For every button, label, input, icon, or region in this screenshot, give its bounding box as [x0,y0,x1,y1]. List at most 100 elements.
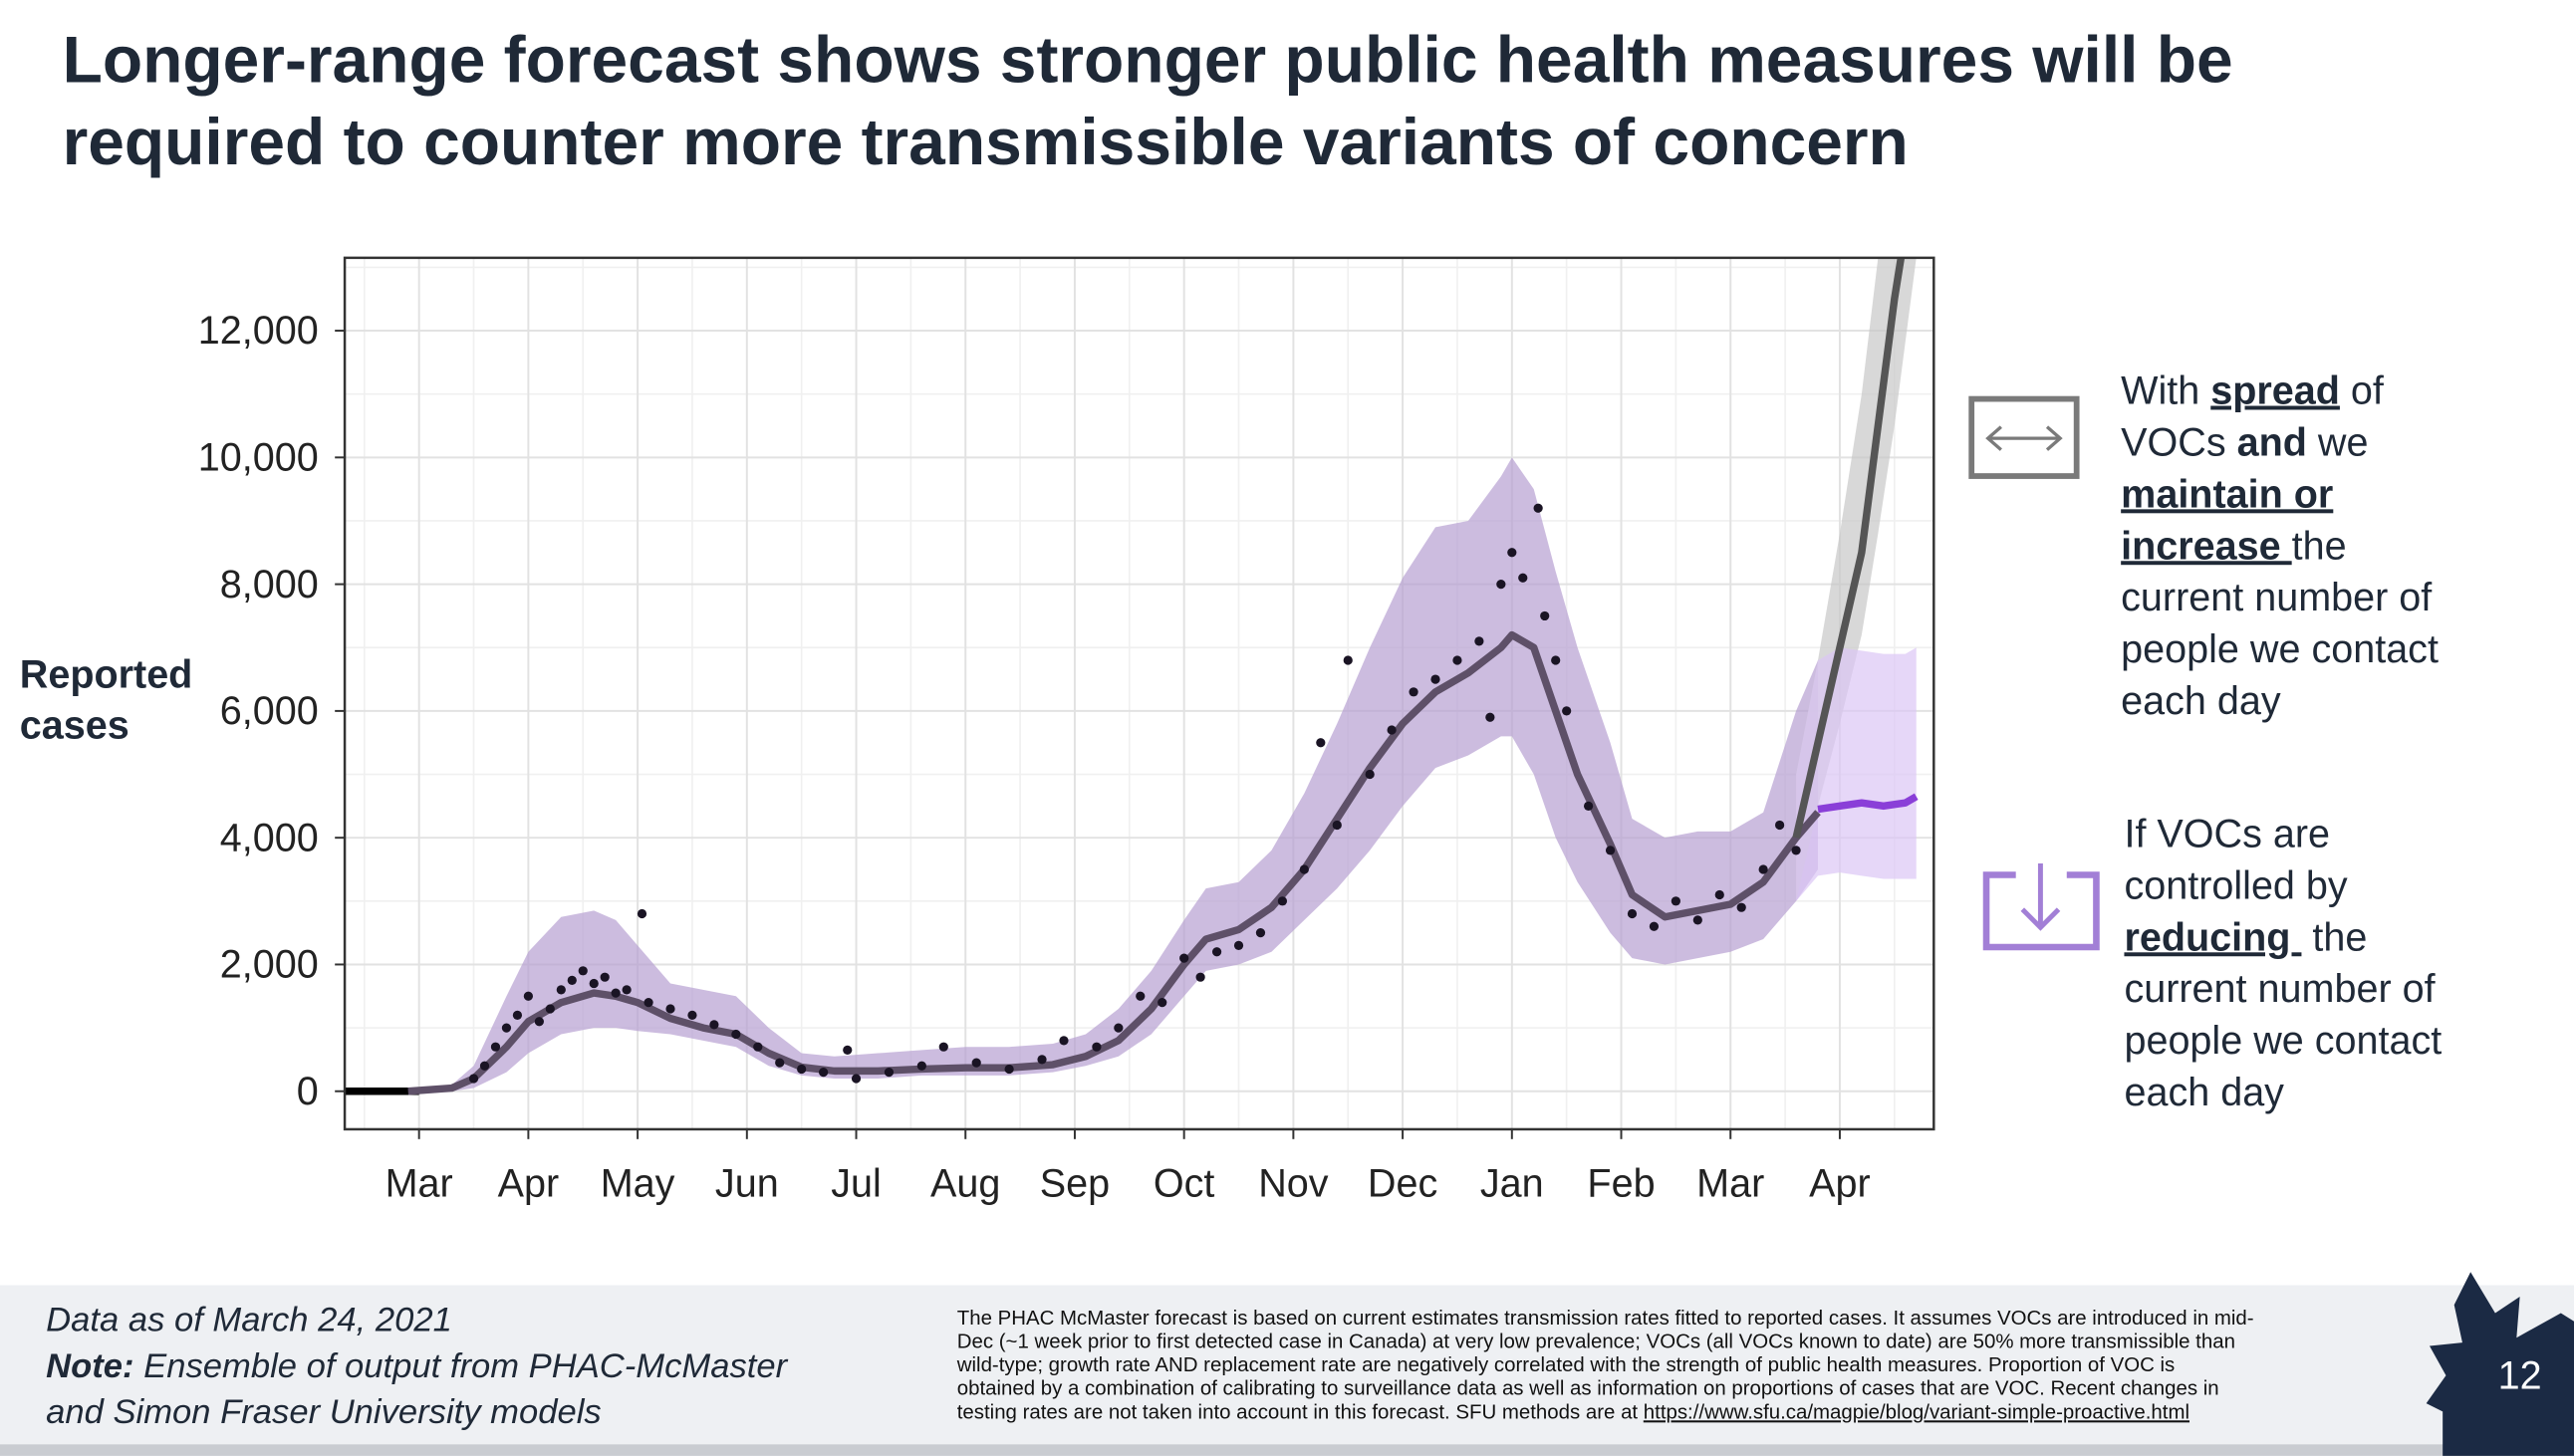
annotation-line: each day [2124,1071,2284,1114]
observed-point [775,1058,785,1068]
observed-point [1255,928,1266,938]
footnote-line: The PHAC McMaster forecast is based on c… [957,1308,2254,1330]
observed-point [1343,655,1353,665]
observed-point [818,1068,829,1078]
observed-point [1507,548,1517,558]
annotation-line: reducing the [2124,915,2367,959]
annotation-line: If VOCs are [2124,812,2330,855]
observed-point [1518,573,1528,583]
observed-point [1316,738,1326,748]
y-tick-label: 6,000 [220,689,319,733]
x-tick-label: Apr [498,1161,560,1205]
annotation-segment: maintain or [2121,472,2333,516]
footer-band [0,1285,2574,1456]
x-tick-label: Jun [715,1161,779,1205]
y-axis-label: cases [20,704,129,748]
observed-point [1649,921,1660,931]
title-line: Longer-range forecast shows stronger pub… [63,23,2233,97]
observed-point [687,1010,697,1020]
annotation-segment: current number of [2124,967,2436,1011]
footnote: The PHAC McMaster forecast is based on c… [956,1308,2254,1423]
observed-point [545,1004,555,1014]
annotation-segment: spread [2210,369,2340,413]
x-tick-label: Feb [1587,1161,1655,1205]
footnote-line: testing rates are not taken into account… [957,1401,2189,1423]
x-tick-label: Mar [1696,1161,1764,1205]
observed-point [468,1074,479,1084]
observed-point [1332,820,1342,831]
observed-point [1409,687,1418,697]
observed-point [1092,1042,1102,1052]
observed-point [916,1061,926,1071]
footnote-link: https://www.sfu.ca/magpie/blog/variant-s… [1644,1401,2189,1423]
footnote-text: The PHAC McMaster forecast is based on c… [957,1308,2254,1330]
x-tick-label: Nov [1258,1161,1329,1205]
annotation-segment: VOCs [2121,420,2236,464]
uncertainty-band [345,457,1819,1092]
observed-point [1277,896,1288,906]
annotation-segment: each day [2124,1071,2284,1114]
observed-point [1605,846,1616,855]
y-tick-label: 0 [297,1070,319,1113]
axes: 0 2,000 4,000 6,000 8,000 10,000 12,000 Mar Apr M… [198,309,1871,1205]
observed-point [1791,846,1801,855]
observed-point [1562,706,1572,716]
maple-leaf [2426,1272,2574,1456]
observed-point [1299,864,1309,874]
footer-rule [0,1444,2574,1456]
reduce-icon [1982,862,2100,951]
annotation-segment: people we contact [2121,627,2439,671]
footnote-text: wild-type; growth rate AND replacement r… [956,1354,2176,1376]
footnote-text: testing rates are not taken into account… [957,1401,1644,1423]
observed-point [1485,712,1495,722]
footnote-text: obtained by a combination of calibrating… [957,1378,2219,1400]
observed-point [1211,947,1222,957]
note-text: Ensemble of output from PHAC-McMaster [134,1347,789,1385]
annotation-line: maintain or [2121,472,2333,516]
observed-point [1758,864,1768,874]
observed-point [589,978,599,989]
observed-point [884,1068,895,1078]
observed-point [512,1010,523,1020]
y-tick-label: 8,000 [220,563,319,607]
observed-point [1365,769,1375,780]
observed-point [637,908,647,919]
observed-point [1037,1055,1047,1065]
trend-line [1792,257,1906,840]
footnote-text: Dec (~1 week prior to first detected cas… [957,1332,2235,1353]
observed-point [1583,801,1594,811]
x-tick-label: Dec [1368,1161,1437,1205]
observed-point [1671,896,1680,906]
x-tick-label: Jan [1480,1161,1544,1205]
annotations: With spread of VOCs and we maintain or incr… [2121,369,2442,1115]
observed-point [665,1004,675,1014]
observed-point [534,1017,544,1027]
observed-point [797,1064,807,1075]
annotation-line: VOCs and we [2121,420,2368,464]
footnote-line: wild-type; growth rate AND replacement r… [956,1354,2176,1376]
observed-point [709,1020,719,1030]
observed-point [1179,953,1189,963]
observed-point [1551,655,1561,665]
observed-point [479,1061,490,1071]
x-tick-label: Aug [930,1161,1000,1205]
observed-point [1736,902,1746,912]
annotation-line: each day [2121,679,2281,723]
observed-point [501,1023,512,1033]
annotation-line: current number of [2124,967,2436,1011]
annotation-line: increase the [2121,524,2346,568]
observed-point [1774,820,1785,831]
annotation-segment: current number of [2121,576,2433,619]
observed-point [1430,674,1440,684]
x-tick-label: Apr [1809,1161,1871,1205]
observed-point [1627,908,1638,919]
footnote-line: Dec (~1 week prior to first detected cas… [957,1332,2235,1353]
annotation-segment: each day [2121,679,2281,723]
note: and Simon Fraser University models [46,1393,602,1431]
annotation-segment: increase [2121,524,2292,568]
annotation-line: people we contact [2124,1019,2442,1063]
y-tick-label: 4,000 [220,816,319,859]
observed-point [938,1042,948,1052]
